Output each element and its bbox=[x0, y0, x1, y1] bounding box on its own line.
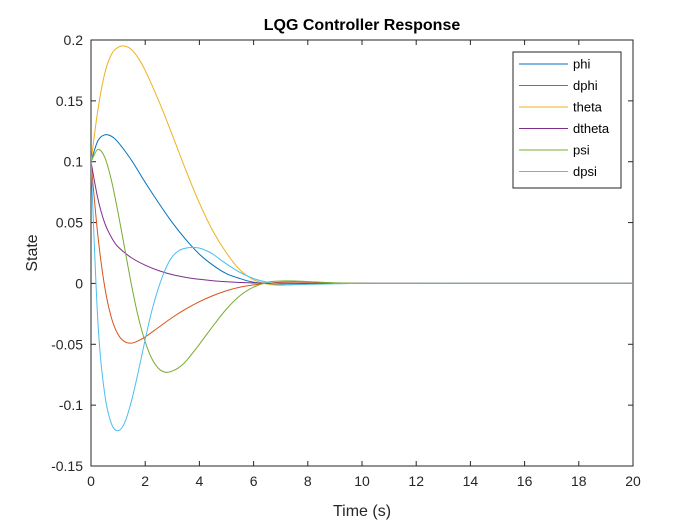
y-tick-label: 0 bbox=[75, 275, 83, 291]
legend-label-psi: psi bbox=[573, 143, 590, 158]
x-tick-label: 4 bbox=[196, 473, 204, 489]
x-tick-label: 18 bbox=[571, 473, 587, 489]
y-tick-label: -0.05 bbox=[51, 336, 83, 352]
legend-label-dpsi: dpsi bbox=[573, 164, 597, 179]
x-tick-label: 20 bbox=[625, 473, 641, 489]
x-tick-label: 12 bbox=[408, 473, 424, 489]
legend: phi dphi theta dtheta psi dpsi bbox=[512, 51, 622, 189]
y-tick-label: 0.1 bbox=[64, 154, 84, 170]
x-tick-label: 8 bbox=[304, 473, 312, 489]
x-tick-label: 6 bbox=[250, 473, 258, 489]
series-line-dpsi bbox=[91, 161, 633, 432]
x-tick-label: 16 bbox=[517, 473, 533, 489]
series-lines bbox=[91, 45, 633, 432]
y-tick-label: -0.15 bbox=[51, 458, 83, 474]
y-tick-label: 0.15 bbox=[56, 93, 83, 109]
chart-title: LQG Controller Response bbox=[264, 17, 461, 34]
x-tick-label: 0 bbox=[87, 473, 95, 489]
x-tick-label: 14 bbox=[463, 473, 479, 489]
legend-label-phi: phi bbox=[573, 57, 590, 72]
y-tick-label: 0.2 bbox=[64, 32, 84, 48]
legend-box bbox=[512, 51, 622, 189]
legend-label-theta: theta bbox=[573, 100, 603, 115]
x-tick-label: 2 bbox=[141, 473, 149, 489]
x-axis-label: Time (s) bbox=[333, 503, 391, 520]
legend-label-dtheta: dtheta bbox=[573, 121, 610, 136]
series-line-dphi bbox=[91, 161, 633, 344]
x-tick-label: 10 bbox=[354, 473, 370, 489]
legend-label-dphi: dphi bbox=[573, 78, 598, 93]
plot-area: 0 2 4 6 8 10 12 14 16 18 20 -0.15 -0.1 -0.05 0 0.05 0.1 0… bbox=[51, 32, 641, 489]
y-tick-label: 0.05 bbox=[56, 215, 83, 231]
y-axis-label: State bbox=[24, 234, 41, 271]
y-tick-label: -0.1 bbox=[59, 397, 83, 413]
